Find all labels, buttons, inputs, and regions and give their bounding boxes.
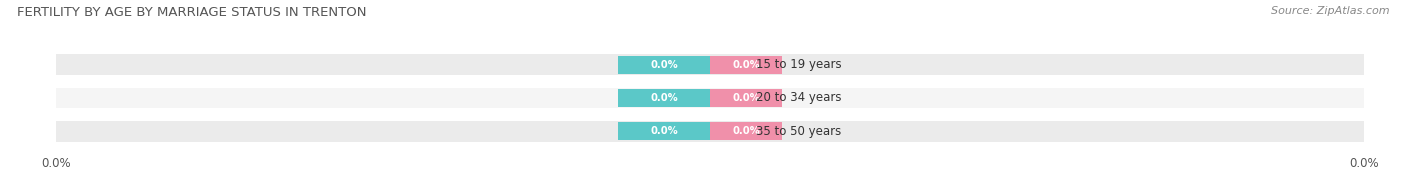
Text: 20 to 34 years: 20 to 34 years xyxy=(756,92,841,104)
Bar xyxy=(56,54,1364,75)
Bar xyxy=(619,89,710,107)
Text: 0.0%: 0.0% xyxy=(651,126,678,136)
Bar xyxy=(619,122,710,140)
Bar xyxy=(56,88,1364,108)
Text: 35 to 50 years: 35 to 50 years xyxy=(756,125,841,138)
Text: Source: ZipAtlas.com: Source: ZipAtlas.com xyxy=(1271,6,1389,16)
Bar xyxy=(710,89,782,107)
Bar xyxy=(619,56,710,74)
Text: 0.0%: 0.0% xyxy=(651,60,678,70)
Text: 0.0%: 0.0% xyxy=(733,60,759,70)
Text: FERTILITY BY AGE BY MARRIAGE STATUS IN TRENTON: FERTILITY BY AGE BY MARRIAGE STATUS IN T… xyxy=(17,6,367,19)
Text: 15 to 19 years: 15 to 19 years xyxy=(756,58,841,71)
Text: 0.0%: 0.0% xyxy=(733,126,759,136)
Bar xyxy=(710,56,782,74)
Text: 0.0%: 0.0% xyxy=(651,93,678,103)
Bar xyxy=(710,122,782,140)
Legend: Married, Unmarried: Married, Unmarried xyxy=(627,193,793,196)
Bar xyxy=(56,121,1364,142)
Text: 0.0%: 0.0% xyxy=(733,93,759,103)
